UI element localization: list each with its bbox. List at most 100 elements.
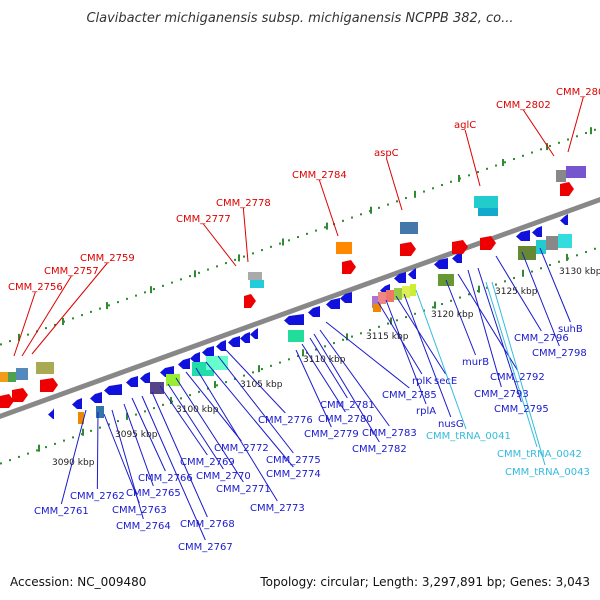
forward-gene-arrow (452, 240, 468, 254)
bottom-leader-line (141, 395, 206, 541)
track-dot (54, 323, 56, 326)
scale-label: 3110 kbp (303, 355, 346, 365)
gene-box (546, 236, 558, 250)
scale-tick (522, 269, 524, 277)
reverse-gene-arrow (48, 408, 54, 419)
track-dot (513, 277, 515, 280)
bottom-leader-line (60, 409, 87, 505)
reverse-gene-arrow (228, 336, 240, 347)
bottom-gene-label: CMM_2769 (180, 457, 235, 468)
gene-box (536, 240, 546, 254)
track-dot (423, 190, 425, 193)
track-dot (594, 247, 596, 250)
bottom-gene-label: CMM_2773 (250, 503, 305, 514)
bottom-leader-line (195, 367, 278, 502)
bottom-gene-label: CMM_2765 (126, 488, 181, 499)
track-dot (270, 364, 272, 367)
reverse-gene-arrow (434, 258, 448, 269)
track-dot (243, 374, 245, 377)
gene-box (373, 304, 381, 312)
scale-tick (170, 396, 172, 404)
scale-tick (282, 238, 284, 246)
gene-box (566, 166, 586, 178)
track-dot (180, 278, 182, 281)
track-dot (468, 293, 470, 296)
bottom-gene-label: nusG (438, 419, 464, 430)
track-dot (387, 203, 389, 206)
track-dot (585, 132, 587, 135)
scale-tick (546, 143, 548, 151)
bottom-leader-line (159, 385, 208, 456)
forward-gene-arrow (560, 182, 574, 196)
track-dot (342, 338, 344, 341)
bottom-leader-line (123, 403, 154, 487)
track-dot (216, 265, 218, 268)
track-dot (540, 267, 542, 270)
reverse-gene-arrow (104, 384, 122, 395)
track-dot (252, 371, 254, 374)
bottom-leader-line (217, 355, 294, 454)
track-dot (576, 254, 578, 257)
track-dot (135, 294, 137, 297)
scale-tick (458, 174, 460, 182)
gene-box (16, 368, 28, 380)
reverse-gene-arrow (90, 392, 102, 403)
track-dot (45, 327, 47, 330)
scale-tick (590, 127, 592, 135)
track-dot (558, 141, 560, 144)
reverse-gene-arrow (340, 292, 352, 303)
gene-box (288, 330, 304, 342)
bottom-leader-line (131, 397, 166, 472)
bottom-leader-line (403, 293, 452, 418)
top-gene-label: CMM_2802 (496, 100, 551, 111)
track-dot (306, 351, 308, 354)
gene-box (150, 382, 164, 394)
bottom-gene-label: CMM_2761 (34, 506, 89, 517)
gene-box (400, 222, 418, 234)
track-dot (54, 442, 56, 445)
track-dot (171, 281, 173, 284)
track-dot (486, 167, 488, 170)
bottom-leader-line (313, 333, 380, 443)
bottom-gene-label: murB (462, 357, 489, 368)
reverse-gene-arrow (216, 340, 226, 351)
reverse-gene-arrow (284, 314, 304, 325)
track-dot (378, 325, 380, 328)
bottom-leader-line (445, 279, 476, 356)
track-dot (360, 213, 362, 216)
track-dot (288, 358, 290, 361)
bottom-leader-line (301, 343, 346, 413)
track-dot (549, 145, 551, 148)
scale-tick (238, 254, 240, 262)
bottom-gene-label: CMM_2781 (320, 400, 375, 411)
bottom-gene-label: CMM_2766 (138, 473, 193, 484)
track-dot (558, 260, 560, 263)
gene-box (8, 372, 16, 382)
gene-box (386, 290, 394, 302)
scale-tick (502, 159, 504, 167)
track-dot (306, 232, 308, 235)
track-dot (0, 343, 2, 346)
bottom-leader-line (521, 251, 560, 347)
top-gene-label: CMM_2778 (216, 198, 271, 209)
track-dot (477, 171, 479, 174)
track-dot (315, 348, 317, 351)
track-dot (504, 280, 506, 283)
top-leader-line (567, 96, 584, 153)
track-dot (225, 381, 227, 384)
bottom-gene-label: CMM_2775 (266, 455, 321, 466)
track-dot (279, 361, 281, 364)
reverse-gene-arrow (394, 272, 406, 283)
bottom-leader-line (495, 255, 542, 332)
bottom-leader-line (175, 377, 244, 483)
top-gene-label: CMM_2759 (80, 253, 135, 264)
track-dot (450, 299, 452, 302)
bottom-leader-line (111, 409, 144, 520)
top-leader-line (522, 109, 555, 157)
gene-box (372, 296, 380, 308)
scale-tick (82, 428, 84, 436)
top-leader-line (31, 262, 108, 355)
bottom-gene-label: CMM_2780 (318, 414, 373, 425)
track-dot (99, 426, 101, 429)
track-dot (297, 236, 299, 239)
